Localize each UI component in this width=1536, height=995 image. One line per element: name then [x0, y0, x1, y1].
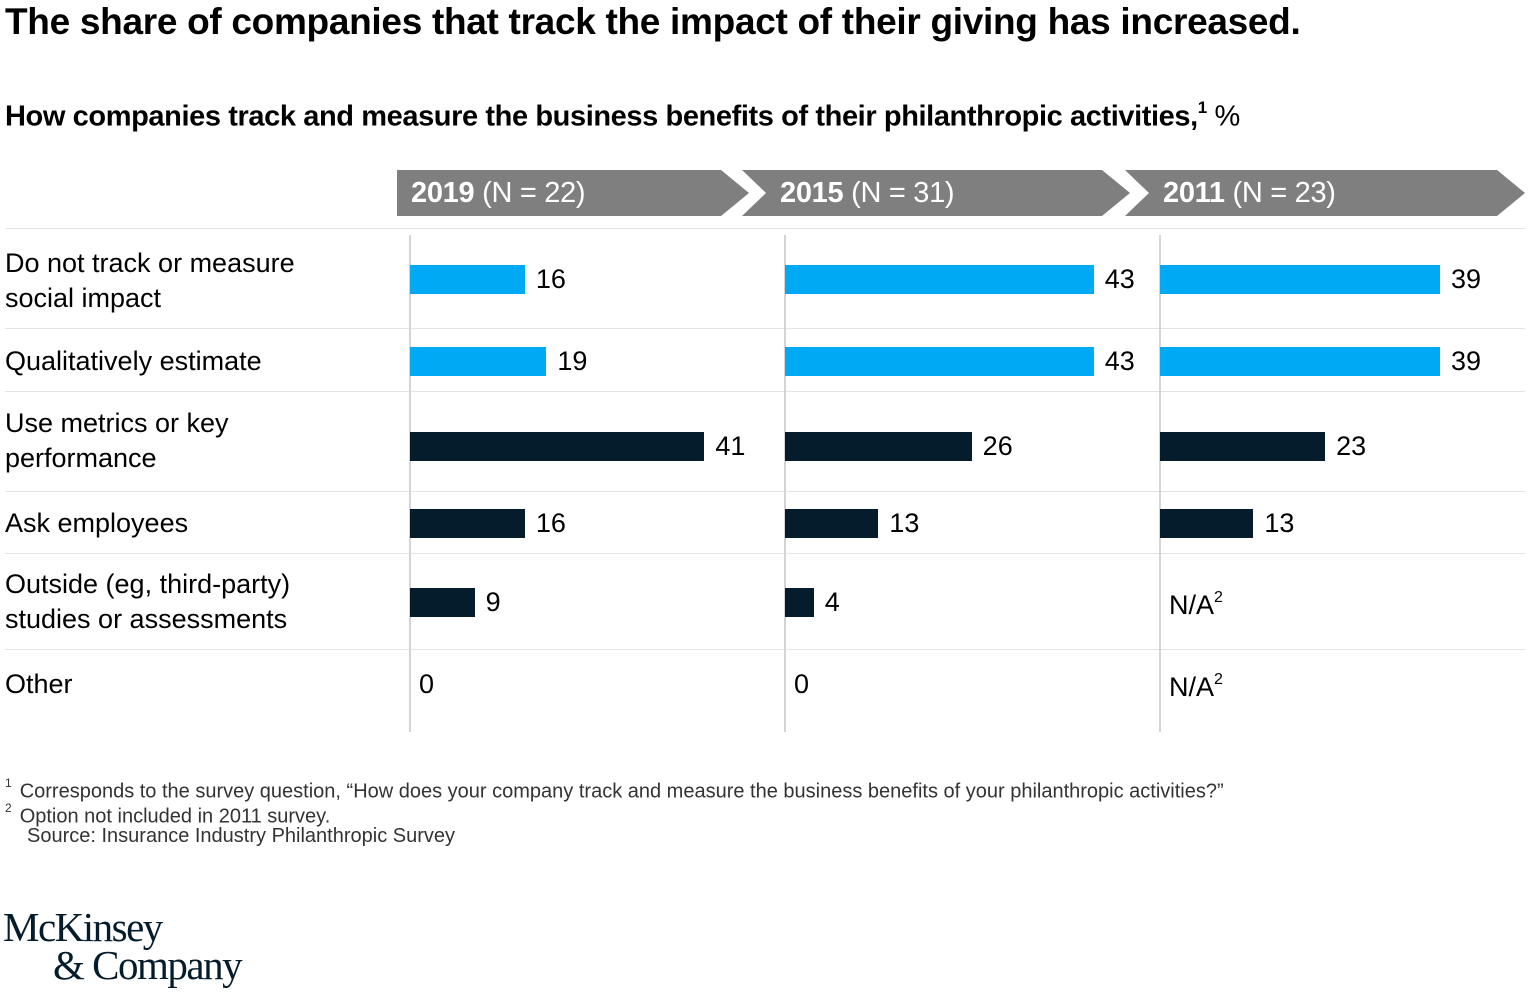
value-label-2019-row-4: 16: [535, 508, 566, 538]
footnote-2-mark: 2: [5, 801, 12, 815]
bar-2015-row-4: [785, 509, 879, 538]
value-label-2015-row-1: 43: [1104, 264, 1135, 294]
bar-2019-row-3: [410, 432, 705, 461]
bar-2015-row-2: [785, 347, 1094, 376]
row-label-4: Ask employees: [5, 506, 188, 541]
footnote-1: 1 Corresponds to the survey question, “Ho…: [5, 774, 1224, 805]
value-label-2011-row-3: 23: [1336, 431, 1367, 461]
bar-2019-row-2: [410, 347, 547, 376]
bar-2015-row-5: [785, 588, 814, 617]
row-label-2: Qualitatively estimate: [5, 344, 262, 379]
header-chevron-fill: [1125, 170, 1525, 216]
header-chevron-fill: [397, 170, 749, 216]
logo-line-1: McKinsey: [3, 904, 163, 950]
bar-2011-row-2: [1160, 347, 1441, 376]
value-label-2019-row-1: 16: [535, 264, 566, 294]
row-divider: [5, 328, 1525, 329]
value-label-2015-row-3: 26: [982, 431, 1013, 461]
column-axis-2015: [784, 235, 786, 732]
year-header-text: 2011 (N = 23): [1163, 175, 1336, 211]
value-label-2019-row-2: 19: [557, 346, 588, 376]
header-chevron-shape: [742, 170, 1130, 216]
bar-2019-row-5: [410, 588, 475, 617]
subtitle-footnote-mark: 1: [1197, 98, 1207, 117]
row-divider: [5, 391, 1525, 392]
bar-2015-row-1: [785, 265, 1094, 294]
value-label-2015-row-5: 4: [824, 587, 840, 617]
footnote-2: 2 Option not included in 2011 survey.: [5, 799, 330, 830]
row-label-1: Do not track or measure social impact: [5, 246, 295, 316]
bar-2011-row-4: [1160, 509, 1254, 538]
column-axis-2011: [1159, 235, 1161, 732]
bar-2015-row-3: [785, 432, 972, 461]
year-header-2019: 2019 (N = 22): [397, 170, 749, 216]
row-label-line: social impact: [5, 283, 162, 313]
na-text: N/A: [1169, 590, 1215, 620]
na-footnote-mark: 2: [1214, 589, 1223, 606]
bar-2019-row-4: [410, 509, 525, 538]
header-year: 2019: [411, 177, 475, 209]
row-label-line: studies or assessments: [5, 604, 288, 634]
year-header-2015: 2015 (N = 31): [742, 170, 1130, 216]
row-divider: [5, 553, 1525, 554]
na-footnote-mark: 2: [1214, 671, 1223, 688]
bar-2011-row-1: [1160, 265, 1441, 294]
row-label-6: Other: [5, 667, 73, 702]
value-label-2011-row-4: 13: [1264, 508, 1295, 538]
row-label-line: Use metrics or key: [5, 408, 229, 438]
row-label-line: Other: [5, 669, 73, 699]
subtitle-text: How companies track and measure the busi…: [5, 100, 1198, 133]
value-label-2011-row-1: 39: [1451, 264, 1482, 294]
row-label-5: Outside (eg, third-party) studies or asse…: [5, 567, 290, 637]
value-label-2015-row-2: 43: [1104, 346, 1135, 376]
row-label-line: Outside (eg, third-party): [5, 569, 291, 599]
year-header-text: 2019 (N = 22): [411, 175, 586, 211]
header-year: 2015: [780, 177, 844, 209]
footnote-2-text: Option not included in 2011 survey.: [19, 805, 331, 828]
value-label-na: N/A2: [1169, 585, 1223, 620]
header-sample-size: (N = 22): [474, 177, 586, 209]
year-header-2011: 2011 (N = 23): [1125, 170, 1525, 216]
chart-title: The share of companies that track the im…: [5, 1, 1301, 42]
bar-2019-row-1: [410, 265, 525, 294]
source-note: Source: Insurance Industry Philanthropic…: [27, 825, 455, 847]
footnote-1-mark: 1: [5, 776, 12, 790]
row-divider: [5, 228, 1525, 229]
subtitle-unit: %: [1214, 100, 1241, 133]
value-label-2011-row-2: 39: [1451, 346, 1482, 376]
column-axis-2019: [409, 235, 411, 732]
value-label-2015-row-4: 13: [889, 508, 920, 538]
bar-2011-row-3: [1160, 432, 1326, 461]
row-label-line: Ask employees: [5, 508, 189, 538]
chart-subtitle: How companies track and measure the busi…: [5, 90, 1240, 137]
footnote-1-text: Corresponds to the survey question, “How…: [19, 780, 1224, 803]
header-sample-size: (N = 31): [843, 177, 955, 209]
value-label-2019-row-6: 0: [419, 669, 435, 699]
value-label-na: N/A2: [1169, 667, 1223, 702]
row-divider: [5, 649, 1525, 650]
mckinsey-logo: McKinsey & Company: [3, 904, 243, 988]
row-label-line: Do not track or measure: [5, 248, 295, 278]
value-label-2019-row-3: 41: [715, 431, 746, 461]
row-label-line: Qualitatively estimate: [5, 346, 262, 376]
header-chevron-shape: [1125, 170, 1525, 216]
na-text: N/A: [1169, 672, 1215, 702]
header-chevron-fill: [742, 170, 1130, 216]
row-label-3: Use metrics or key performance: [5, 406, 229, 476]
row-divider: [5, 491, 1525, 492]
value-label-2019-row-5: 9: [485, 587, 501, 617]
header-year: 2011: [1163, 177, 1225, 209]
header-sample-size: (N = 23): [1224, 177, 1336, 209]
value-label-2015-row-6: 0: [794, 669, 810, 699]
logo-line-2: & Company: [53, 942, 243, 988]
header-chevron-shape: [397, 170, 749, 216]
row-label-line: performance: [5, 443, 157, 473]
year-header-text: 2015 (N = 31): [780, 175, 955, 211]
